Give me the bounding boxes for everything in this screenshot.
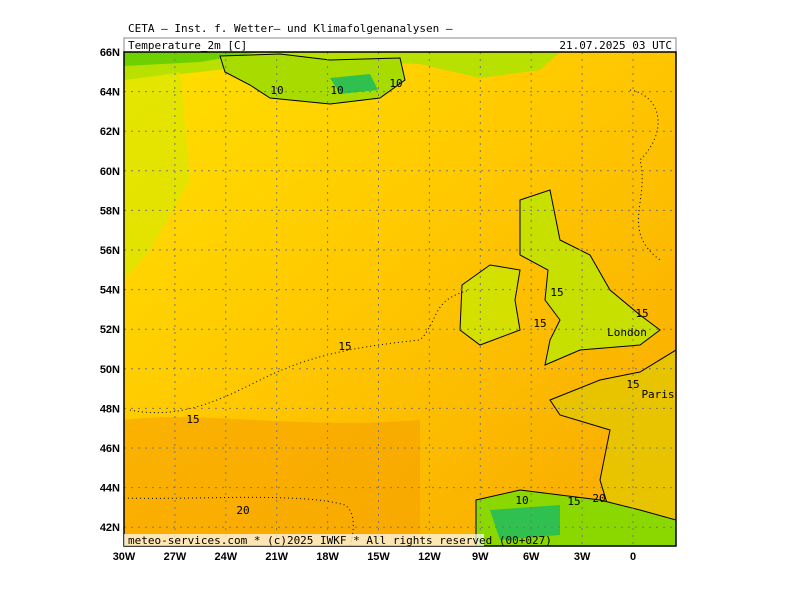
graticule <box>124 52 676 546</box>
lat-label: 46N <box>100 443 120 455</box>
contour-label: 10 <box>270 84 283 97</box>
axis-labels: 66N 64N 62N 60N 58N 56N 54N 52N 50N 48N 46N 44N 42N 3… <box>100 47 636 563</box>
lon-label: 30W <box>113 551 136 563</box>
lat-label: 48N <box>100 403 120 415</box>
land-ireland <box>459 264 521 346</box>
contour-label: 15 <box>186 413 199 426</box>
contour-label: 10 <box>330 84 343 97</box>
footer-bg <box>124 534 484 546</box>
contour-label: 15 <box>338 340 351 353</box>
contour-label: 10 <box>389 77 402 90</box>
lat-label: 62N <box>100 126 120 138</box>
lon-label: 12W <box>418 551 441 563</box>
lat-label: 42N <box>100 522 120 534</box>
contour-label: 15 <box>567 495 580 508</box>
contour-label: 20 <box>592 492 605 505</box>
lon-label: 27W <box>164 551 187 563</box>
lat-label: 54N <box>100 285 120 297</box>
map-area: 10 10 10 15 15 15 15 15 15 20 10 15 20 London Paris <box>124 52 676 546</box>
lat-label: 52N <box>100 324 120 336</box>
lat-label: 66N <box>100 47 120 59</box>
contour-label: 10 <box>515 494 528 507</box>
city-label: London <box>607 326 647 339</box>
lon-label: 0 <box>630 551 636 563</box>
lon-label: 18W <box>316 551 339 563</box>
contour-label: 15 <box>626 378 639 391</box>
header-title: CETA — Inst. f. Wetter— und Klimafolgena… <box>128 22 453 35</box>
lat-label: 60N <box>100 166 120 178</box>
cool-zone <box>124 72 190 280</box>
lat-label: 56N <box>100 245 120 257</box>
lon-label: 6W <box>523 551 540 563</box>
land-cold <box>330 74 378 94</box>
warm-zone <box>124 417 420 546</box>
land-cold <box>490 505 560 540</box>
lat-label: 44N <box>100 483 120 495</box>
contour-label: 15 <box>550 286 563 299</box>
lon-label: 9W <box>472 551 489 563</box>
field-name: Temperature_2m [C] <box>128 39 247 52</box>
isotherm <box>124 496 354 546</box>
lon-label: 15W <box>367 551 390 563</box>
contour-labels: 10 10 10 15 15 15 15 15 15 20 10 15 20 London Paris <box>186 77 674 517</box>
lat-label: 50N <box>100 364 120 376</box>
contour-label: 15 <box>635 307 648 320</box>
city-label: Paris <box>641 388 674 401</box>
lon-label: 21W <box>265 551 288 563</box>
lat-label: 58N <box>100 205 120 217</box>
lon-label: 3W <box>574 551 591 563</box>
contour-label: 20 <box>236 504 249 517</box>
valid-time: 21.07.2025 03 UTC <box>559 39 672 52</box>
lat-label: 64N <box>100 87 120 99</box>
land-france <box>549 349 676 546</box>
footer-credit: meteo-services.com * (c)2025 IWKF * All … <box>128 534 552 547</box>
land-britain <box>519 189 661 366</box>
lon-label: 24W <box>214 551 237 563</box>
contour-label: 15 <box>533 317 546 330</box>
